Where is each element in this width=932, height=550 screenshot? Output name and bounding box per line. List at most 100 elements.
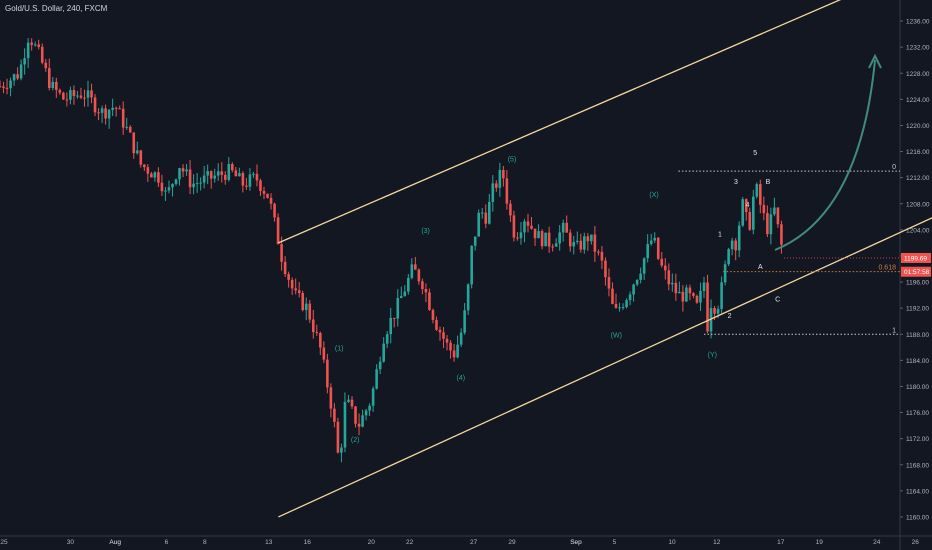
- candle-body: [438, 329, 442, 333]
- candle-body: [118, 108, 121, 110]
- candle-body: [579, 240, 583, 250]
- candle-body: [238, 173, 241, 177]
- candle-body: [62, 92, 65, 100]
- candle-body: [72, 90, 76, 97]
- candle-body: [111, 107, 114, 110]
- candle-body: [516, 237, 519, 239]
- candle-body: [269, 197, 273, 204]
- candle-body: [540, 231, 544, 247]
- candle-body: [100, 108, 104, 113]
- price-tick-label: 1192.00: [906, 306, 929, 313]
- candle-body: [227, 163, 231, 180]
- candle-body: [667, 270, 671, 285]
- candle-body: [706, 282, 709, 332]
- candle-body: [604, 260, 607, 278]
- candle-body: [487, 201, 491, 224]
- date-tick-label: 10: [668, 539, 676, 546]
- projection-arrow-icon: [774, 59, 876, 251]
- candle-body: [192, 183, 195, 188]
- candle-body: [498, 169, 502, 188]
- candle-body: [185, 169, 188, 172]
- candle-body: [241, 173, 245, 186]
- candle-body: [727, 249, 730, 265]
- candle-body: [58, 89, 62, 93]
- candle-body: [252, 173, 255, 175]
- price-tick-label: 1204.00: [906, 227, 930, 234]
- candle-body: [40, 46, 44, 63]
- candle-body: [769, 214, 773, 235]
- candle-body: [709, 308, 713, 332]
- candle-body: [428, 292, 431, 311]
- price-tick-label: 1228.00: [906, 71, 930, 78]
- candle-body: [114, 107, 118, 109]
- candle-body: [76, 95, 79, 97]
- candle-body: [37, 44, 41, 47]
- candle-body: [132, 132, 136, 154]
- date-tick-label: 12: [713, 539, 721, 546]
- candle-body: [195, 183, 199, 185]
- candle-body: [445, 338, 449, 343]
- channel-upper-line[interactable]: [278, 0, 851, 244]
- date-tick-label: 6: [165, 539, 169, 546]
- candle-body: [12, 74, 16, 81]
- candle-body: [614, 303, 618, 308]
- date-tick-label: 26: [912, 539, 920, 546]
- candle-body: [586, 236, 590, 242]
- candle-body: [181, 168, 185, 172]
- candle-body: [681, 291, 685, 302]
- candle-body: [417, 269, 421, 282]
- candle-body: [19, 64, 23, 79]
- candle-body: [407, 277, 410, 292]
- candle-body: [656, 237, 660, 259]
- price-tick-label: 1160.00: [906, 514, 929, 521]
- candle-body: [357, 423, 361, 427]
- candle-body: [65, 99, 69, 101]
- fib-level-label: 1: [892, 327, 896, 334]
- date-tick-label: 20: [368, 539, 376, 546]
- candle-body: [107, 109, 111, 119]
- candle-body: [135, 150, 139, 154]
- candle-body: [583, 236, 586, 250]
- current-price-tag: [901, 252, 931, 263]
- candle-body: [695, 295, 699, 303]
- candle-body: [484, 212, 488, 224]
- candle-body: [403, 291, 407, 297]
- candle-body: [69, 90, 72, 100]
- candle-body: [2, 86, 5, 88]
- candle-body: [766, 213, 769, 235]
- candle-body: [55, 81, 58, 90]
- arrow-head-icon: [868, 53, 882, 69]
- wave-label: (4): [457, 375, 466, 382]
- candle-body: [741, 199, 745, 226]
- candle-body: [97, 112, 100, 114]
- candle-body: [164, 190, 167, 192]
- candle-body: [449, 342, 452, 351]
- date-tick-label: 29: [508, 539, 516, 546]
- candle-body: [153, 172, 157, 178]
- candle-body: [202, 175, 206, 183]
- candle-body: [51, 81, 55, 88]
- candle-body: [642, 258, 646, 274]
- candle-body: [646, 244, 649, 259]
- date-tick-label: 5: [613, 539, 617, 546]
- candle-body: [79, 95, 83, 98]
- candle-body: [607, 277, 611, 289]
- price-tick-label: 1168.00: [906, 462, 929, 469]
- candle-body: [421, 281, 424, 289]
- candle-body: [759, 184, 762, 205]
- candle-body: [255, 173, 259, 181]
- date-tick-label: 27: [470, 539, 478, 546]
- candle-body: [495, 183, 498, 188]
- candle-body: [206, 171, 209, 176]
- candle-body: [121, 108, 125, 128]
- channel-lower-line[interactable]: [278, 217, 932, 518]
- candle-body: [174, 179, 178, 184]
- candle-body: [157, 172, 160, 183]
- candle-body: [308, 303, 312, 320]
- candle-body: [505, 178, 509, 204]
- candle-body: [297, 290, 301, 294]
- candle-body: [730, 240, 734, 250]
- candle-body: [737, 225, 741, 251]
